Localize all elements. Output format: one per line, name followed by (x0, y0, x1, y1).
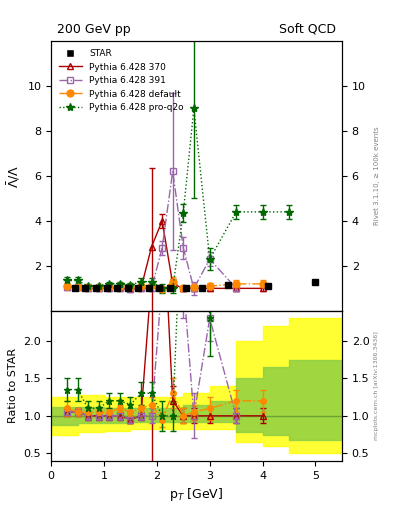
Y-axis label: $\bar{\Lambda}/\Lambda$: $\bar{\Lambda}/\Lambda$ (5, 164, 22, 187)
Text: Soft QCD: Soft QCD (279, 23, 336, 35)
Text: Rivet 3.1.10, ≥ 100k events: Rivet 3.1.10, ≥ 100k events (374, 126, 380, 225)
Legend: STAR, Pythia 6.428 370, Pythia 6.428 391, Pythia 6.428 default, Pythia 6.428 pro: STAR, Pythia 6.428 370, Pythia 6.428 391… (55, 46, 187, 116)
X-axis label: p$_T$ [GeV]: p$_T$ [GeV] (169, 486, 224, 503)
Text: 200 GeV pp: 200 GeV pp (57, 23, 130, 35)
Y-axis label: Ratio to STAR: Ratio to STAR (8, 348, 18, 423)
Text: mcplots.cern.ch [arXiv:1306.3436]: mcplots.cern.ch [arXiv:1306.3436] (374, 331, 379, 440)
